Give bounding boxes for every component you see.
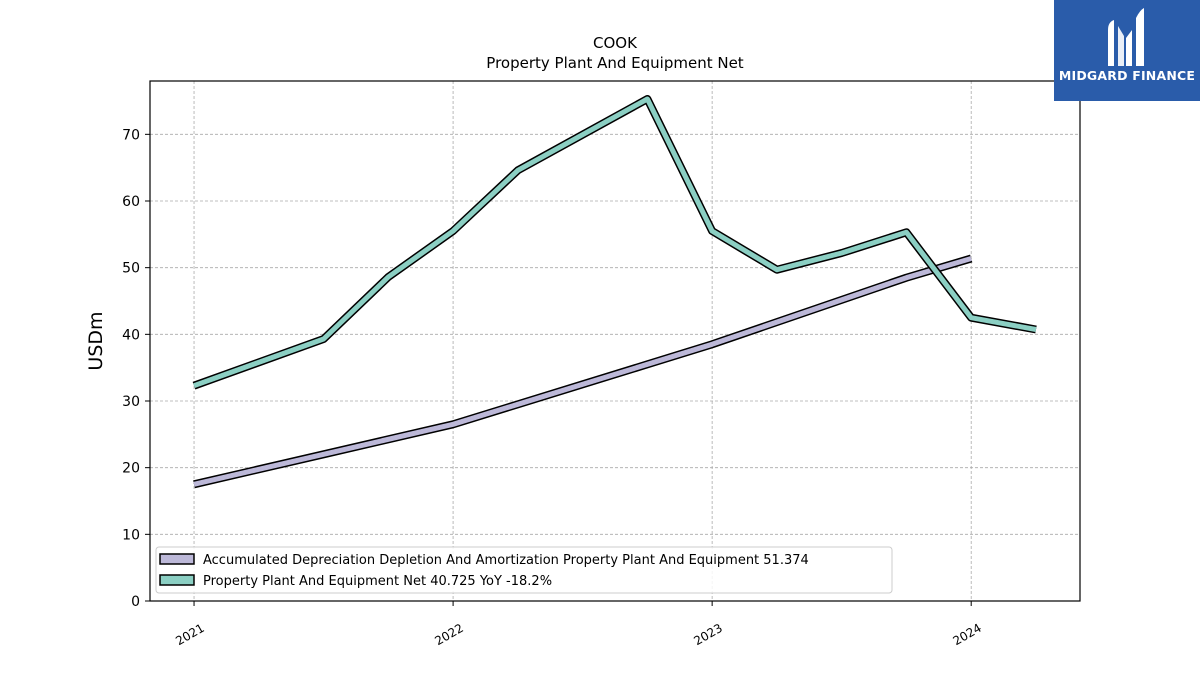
brand-logo: MIDGARD FINANCE bbox=[1054, 0, 1200, 101]
series-layer bbox=[192, 95, 1037, 489]
series-line-1 bbox=[193, 96, 1037, 389]
y-tick-label: 10 bbox=[122, 527, 140, 543]
x-tick-label: 2023 bbox=[691, 621, 724, 648]
x-tick-label: 2022 bbox=[432, 621, 465, 648]
legend-box bbox=[155, 546, 893, 594]
chart-subtitle: Property Plant And Equipment Net bbox=[486, 54, 743, 72]
legend-label-0: Accumulated Depreciation Depletion And A… bbox=[203, 553, 809, 568]
y-tick-label: 50 bbox=[122, 261, 140, 277]
x-tick-label: 2021 bbox=[173, 621, 206, 648]
y-tick-label: 30 bbox=[122, 394, 140, 410]
y-axis: 0 10 20 30 40 50 60 70 bbox=[122, 127, 150, 610]
y-tick-label: 40 bbox=[122, 327, 140, 343]
y-axis-label: USDm bbox=[85, 311, 107, 370]
series-outline-0 bbox=[193, 254, 973, 489]
x-tick-label: 2024 bbox=[950, 621, 983, 648]
brand-logo-text: MIDGARD FINANCE bbox=[1058, 68, 1196, 83]
y-tick-label: 20 bbox=[122, 461, 140, 477]
brand-logo-mark bbox=[1108, 8, 1144, 66]
plot-frame bbox=[149, 80, 1081, 602]
chart-title: COOK bbox=[593, 34, 638, 52]
y-tick-label: 70 bbox=[122, 127, 140, 143]
legend: Accumulated Depreciation Depletion And A… bbox=[155, 546, 893, 594]
legend-swatch-0 bbox=[159, 553, 195, 565]
x-axis: 2021 2022 2023 2024 bbox=[173, 601, 984, 648]
grid bbox=[150, 81, 1080, 602]
series-line-0 bbox=[193, 256, 972, 487]
legend-swatch-1 bbox=[159, 574, 195, 586]
y-tick-label: 60 bbox=[122, 194, 140, 210]
legend-label-1: Property Plant And Equipment Net 40.725 … bbox=[203, 574, 552, 589]
y-tick-label: 0 bbox=[131, 594, 140, 610]
